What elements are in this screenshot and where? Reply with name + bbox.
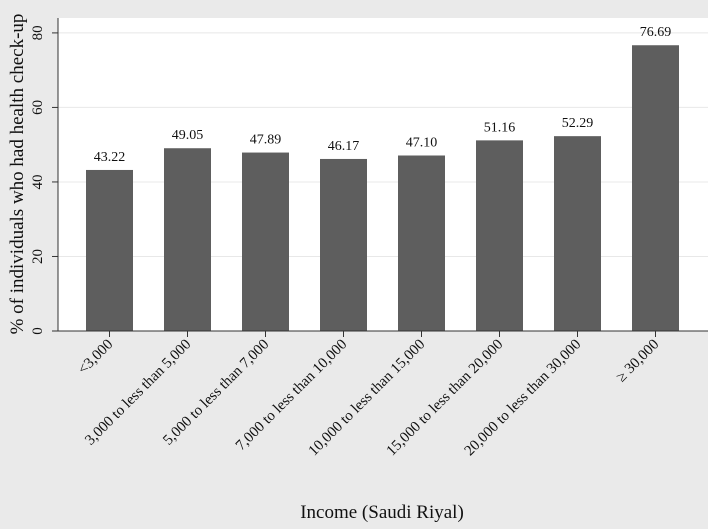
x-tick-label: <3,000 <box>75 337 116 378</box>
x-axis-title: Income (Saudi Riyal) <box>300 502 464 523</box>
plot-area <box>58 18 708 331</box>
bar <box>86 169 133 331</box>
bar <box>398 155 445 331</box>
y-tick-label: 20 <box>30 249 46 264</box>
data-label: 51.16 <box>484 120 516 135</box>
data-label: 47.10 <box>406 135 438 150</box>
data-label: 43.22 <box>94 150 126 165</box>
y-tick-label: 60 <box>30 100 46 115</box>
y-axis-title: % of individuals who had health check-up <box>7 14 28 335</box>
bar <box>476 140 523 331</box>
data-label: 49.05 <box>172 128 204 143</box>
x-tick-label: ≥ 30,000 <box>613 337 662 386</box>
y-tick-label: 0 <box>30 327 46 335</box>
data-label: 46.17 <box>328 139 360 154</box>
data-label: 47.89 <box>250 133 282 148</box>
data-label: 76.69 <box>640 25 672 40</box>
y-tick-label: 40 <box>30 174 46 189</box>
bar <box>320 158 367 331</box>
y-tick-label: 80 <box>30 25 46 40</box>
data-labels: 43.22 49.05 47.89 46.17 47.10 51.16 52.29 76.69 <box>94 25 672 165</box>
bar <box>554 136 601 331</box>
bars <box>86 45 679 331</box>
bar <box>632 45 679 331</box>
y-axis: 0 20 40 60 80 <box>30 18 59 335</box>
bar <box>164 148 211 331</box>
data-label: 52.29 <box>562 116 594 131</box>
bar <box>242 152 289 331</box>
